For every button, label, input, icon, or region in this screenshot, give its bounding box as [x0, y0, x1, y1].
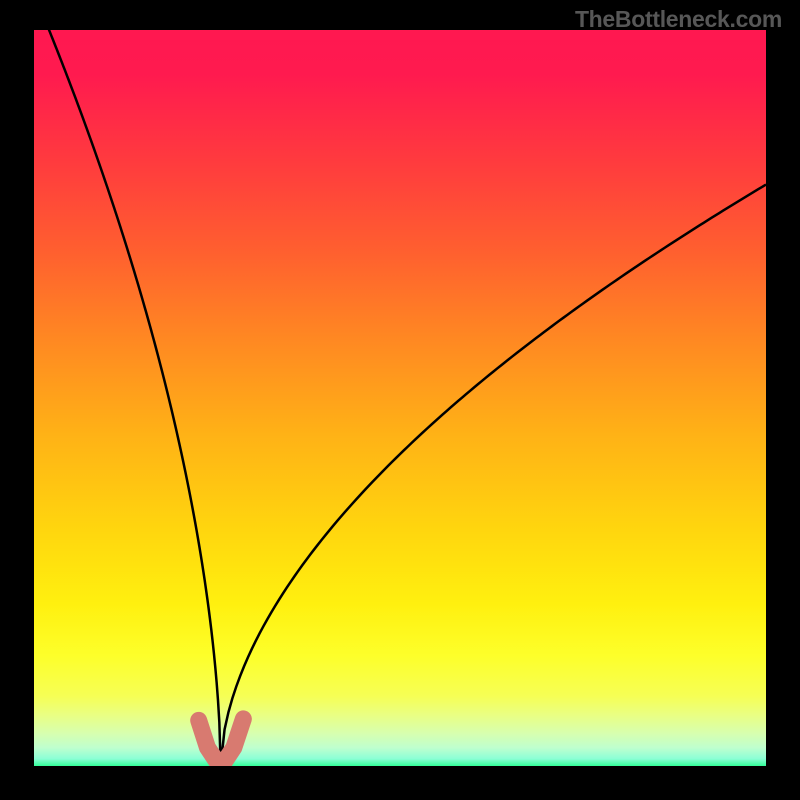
bottleneck-chart [34, 30, 766, 766]
chart-frame [34, 30, 766, 766]
chart-background [34, 30, 766, 766]
watermark-text: TheBottleneck.com [575, 6, 782, 33]
